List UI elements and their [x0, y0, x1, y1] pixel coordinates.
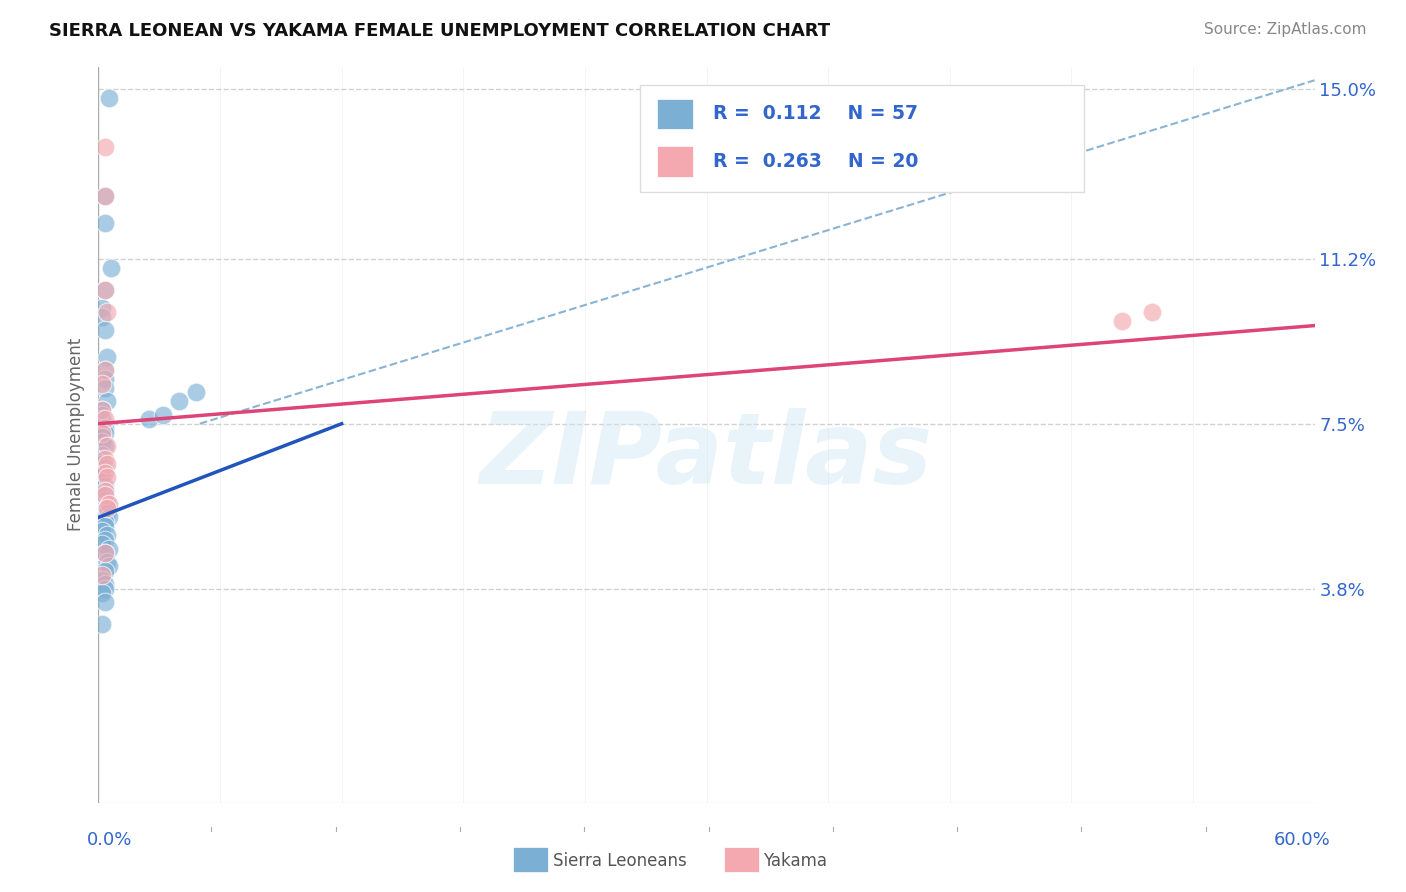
Text: R =  0.112    N = 57: R = 0.112 N = 57 [713, 103, 918, 123]
Text: 60.0%: 60.0% [1274, 831, 1330, 849]
Point [91, 457, 114, 471]
Point [96, 470, 118, 484]
Point [91, 586, 114, 600]
Point [93, 381, 115, 395]
Point [96, 528, 118, 542]
Point [93, 564, 115, 578]
Point [96, 501, 118, 516]
Point [100, 260, 122, 275]
Bar [657, 98, 693, 129]
Point [91, 412, 114, 426]
Point [93, 452, 115, 467]
Point [96, 305, 118, 319]
Point [93, 421, 115, 435]
Point [93, 323, 115, 337]
Point [91, 310, 114, 324]
Point [96, 555, 118, 569]
Point [91, 466, 114, 480]
Point [93, 483, 115, 498]
Point [97, 559, 120, 574]
Point [96, 394, 118, 409]
Point [96, 350, 118, 364]
Point [93, 372, 115, 386]
Point [91, 488, 114, 502]
Text: Sierra Leoneans: Sierra Leoneans [553, 852, 686, 870]
Point [93, 546, 115, 560]
Point [93, 582, 115, 596]
Point [97, 497, 120, 511]
Point [91, 617, 114, 632]
Point [93, 515, 115, 529]
Point [138, 412, 160, 426]
Point [93, 546, 115, 560]
Point [184, 385, 207, 400]
Point [93, 283, 115, 297]
Point [91, 475, 114, 489]
Point [91, 573, 114, 587]
Text: R =  0.263    N = 20: R = 0.263 N = 20 [713, 152, 918, 170]
Point [1111, 314, 1133, 328]
Point [97, 510, 120, 524]
Point [93, 492, 115, 507]
Point [93, 533, 115, 547]
Point [1142, 305, 1164, 319]
Point [91, 403, 114, 417]
Point [93, 488, 115, 502]
Point [97, 91, 120, 105]
FancyBboxPatch shape [640, 86, 1084, 192]
Point [91, 524, 114, 538]
Point [93, 483, 115, 498]
Point [96, 501, 118, 516]
Point [96, 497, 118, 511]
Point [93, 189, 115, 203]
Point [93, 189, 115, 203]
Point [152, 408, 174, 422]
Bar [657, 146, 693, 178]
Y-axis label: Female Unemployment: Female Unemployment [66, 338, 84, 532]
Text: 0.0%: 0.0% [87, 831, 132, 849]
Text: ZIPatlas: ZIPatlas [479, 409, 934, 506]
Text: SIERRA LEONEAN VS YAKAMA FEMALE UNEMPLOYMENT CORRELATION CHART: SIERRA LEONEAN VS YAKAMA FEMALE UNEMPLOY… [49, 22, 831, 40]
Point [93, 577, 115, 591]
Point [93, 439, 115, 453]
Point [96, 439, 118, 453]
Point [93, 519, 115, 533]
Point [93, 479, 115, 493]
Point [91, 408, 114, 422]
Point [91, 470, 114, 484]
Point [93, 461, 115, 475]
Point [91, 434, 114, 449]
Point [91, 376, 114, 391]
Point [91, 403, 114, 417]
Point [93, 466, 115, 480]
Point [93, 425, 115, 440]
Point [91, 301, 114, 315]
Point [93, 363, 115, 377]
Point [169, 394, 191, 409]
Point [91, 537, 114, 551]
Point [91, 452, 114, 467]
Point [97, 541, 120, 556]
Point [93, 283, 115, 297]
Point [93, 363, 115, 377]
Point [96, 457, 118, 471]
Point [91, 430, 114, 444]
Point [91, 448, 114, 462]
Point [93, 140, 115, 154]
Point [96, 506, 118, 520]
Point [93, 595, 115, 609]
Point [91, 568, 114, 582]
Text: Yakama: Yakama [763, 852, 828, 870]
Point [93, 216, 115, 230]
Point [91, 425, 114, 440]
Point [93, 412, 115, 426]
Text: Source: ZipAtlas.com: Source: ZipAtlas.com [1204, 22, 1367, 37]
